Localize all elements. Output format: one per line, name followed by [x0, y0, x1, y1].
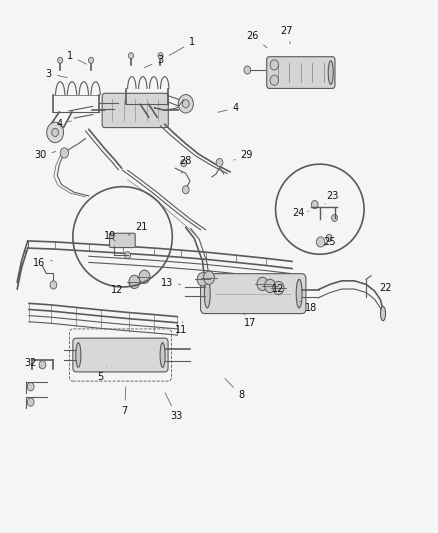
Circle shape — [57, 57, 63, 63]
Ellipse shape — [204, 279, 210, 308]
Circle shape — [180, 159, 186, 167]
FancyBboxPatch shape — [266, 56, 334, 88]
Circle shape — [128, 53, 133, 59]
Text: 30: 30 — [34, 150, 56, 160]
Text: 27: 27 — [279, 26, 292, 44]
Circle shape — [52, 128, 58, 136]
Circle shape — [269, 75, 278, 85]
Text: 19: 19 — [103, 231, 116, 241]
Ellipse shape — [160, 343, 165, 367]
Text: 12: 12 — [111, 284, 131, 295]
Text: 22: 22 — [375, 283, 391, 294]
Circle shape — [325, 235, 331, 241]
Circle shape — [316, 237, 324, 247]
Ellipse shape — [380, 306, 385, 321]
Circle shape — [197, 273, 208, 286]
Text: 1: 1 — [67, 51, 86, 64]
Text: 26: 26 — [246, 31, 266, 48]
Text: 25: 25 — [323, 237, 336, 247]
Text: 32: 32 — [25, 358, 40, 368]
Text: 17: 17 — [243, 313, 255, 328]
Text: 23: 23 — [324, 191, 338, 204]
Text: 5: 5 — [97, 366, 106, 382]
Circle shape — [27, 398, 34, 406]
Text: 24: 24 — [292, 208, 308, 218]
Circle shape — [139, 270, 150, 284]
Circle shape — [46, 122, 64, 143]
FancyBboxPatch shape — [109, 233, 135, 247]
Text: 33: 33 — [165, 393, 182, 421]
Ellipse shape — [76, 343, 81, 367]
Circle shape — [269, 60, 278, 70]
Circle shape — [311, 200, 318, 209]
Circle shape — [60, 148, 68, 158]
Circle shape — [182, 185, 189, 194]
Circle shape — [272, 281, 283, 295]
Circle shape — [244, 66, 250, 74]
Text: 3: 3 — [46, 69, 67, 78]
Text: 8: 8 — [224, 378, 244, 400]
Circle shape — [331, 214, 337, 222]
Text: 4: 4 — [218, 103, 238, 113]
Circle shape — [203, 271, 214, 285]
Circle shape — [88, 57, 93, 63]
FancyBboxPatch shape — [200, 273, 305, 313]
Text: 13: 13 — [160, 278, 180, 288]
FancyBboxPatch shape — [73, 338, 168, 372]
Circle shape — [50, 281, 57, 289]
Ellipse shape — [328, 61, 332, 84]
Text: 11: 11 — [174, 322, 187, 335]
Circle shape — [264, 279, 275, 293]
Text: 4: 4 — [56, 119, 71, 130]
Circle shape — [182, 100, 189, 108]
Circle shape — [178, 94, 193, 113]
Circle shape — [39, 361, 46, 369]
Circle shape — [129, 275, 140, 288]
Circle shape — [124, 252, 130, 259]
Text: 29: 29 — [233, 150, 252, 160]
Text: 1: 1 — [169, 37, 195, 55]
Text: 28: 28 — [179, 156, 191, 173]
Text: 12: 12 — [271, 284, 283, 294]
Text: 3: 3 — [144, 55, 163, 68]
FancyBboxPatch shape — [102, 93, 168, 127]
Circle shape — [215, 158, 223, 167]
Text: 18: 18 — [299, 301, 317, 313]
Text: 7: 7 — [121, 387, 127, 416]
Text: 16: 16 — [33, 259, 52, 269]
Circle shape — [27, 383, 34, 391]
Ellipse shape — [296, 279, 301, 308]
Text: 21: 21 — [128, 222, 147, 235]
Circle shape — [256, 277, 267, 290]
Circle shape — [158, 53, 162, 59]
